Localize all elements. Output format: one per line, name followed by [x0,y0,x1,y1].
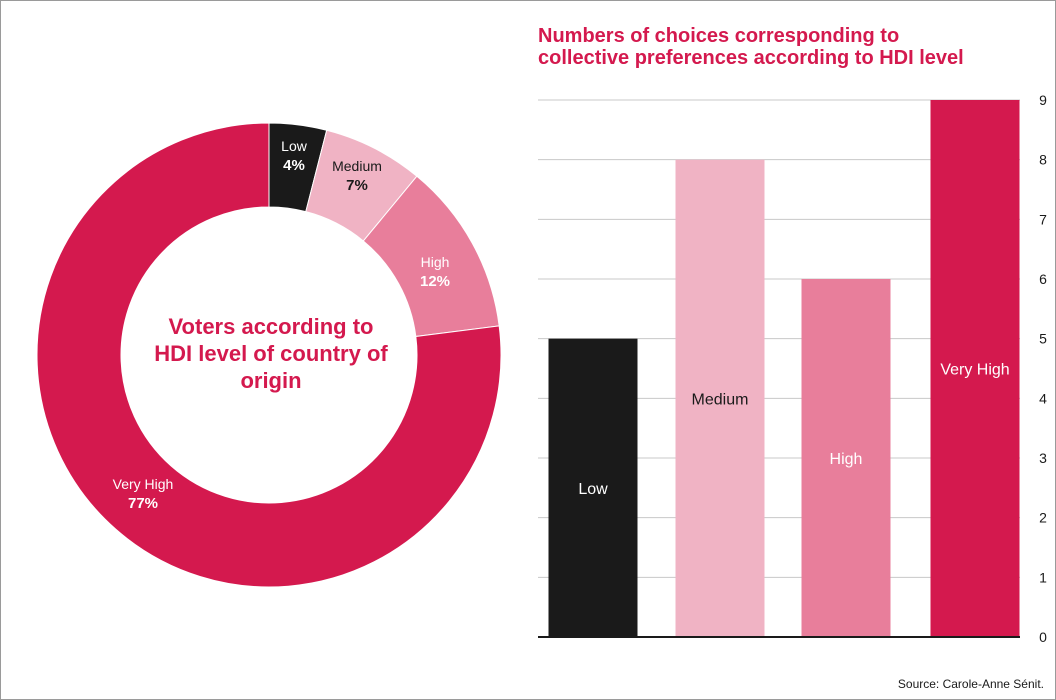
slice-percent-medium: 7% [346,177,368,194]
y-tick-label: 9 [1039,92,1047,108]
bar-chart-title-line: Numbers of choices corresponding to [538,25,899,47]
y-tick-label: 7 [1039,211,1047,227]
bar-medium [675,159,765,637]
bar-low [548,338,638,637]
y-tick-label: 1 [1039,569,1047,585]
slice-percent-very-high: 77% [128,495,158,512]
y-tick-label: 4 [1039,390,1047,406]
donut-slice-very-high [36,122,502,588]
slice-label-low: Low [281,138,308,154]
bar-label-medium: Medium [692,391,749,408]
slice-percent-high: 12% [420,273,450,290]
bar-high [801,279,891,637]
y-tick-label: 2 [1039,510,1047,526]
y-tick-label: 3 [1039,450,1047,466]
y-tick-label: 6 [1039,271,1047,287]
y-tick-label: 8 [1039,152,1047,168]
bar-label-low: Low [578,481,608,498]
slice-label-high: High [421,254,450,270]
slice-percent-low: 4% [283,157,305,174]
bar-chart: Numbers of choices corresponding tocolle… [538,25,1047,645]
donut-title-line: HDI level of country of [154,341,388,366]
bar-chart-title-line: collective preferences according to HDI … [538,47,964,69]
source-note: Source: Carole-Anne Sénit. [898,677,1044,691]
slice-label-medium: Medium [332,158,382,174]
bar-very-high [930,100,1020,637]
donut-title-line: origin [240,368,301,393]
bar-label-high: High [830,451,863,468]
y-tick-label: 0 [1039,629,1047,645]
slice-label-very-high: Very High [113,476,174,492]
y-tick-label: 5 [1039,331,1047,347]
donut-chart: Low 4% Medium 7% High 12% Very High 77% Voters a… [36,122,502,588]
donut-title-line: Voters according to [169,314,374,339]
bar-label-very-high: Very High [940,362,1009,379]
